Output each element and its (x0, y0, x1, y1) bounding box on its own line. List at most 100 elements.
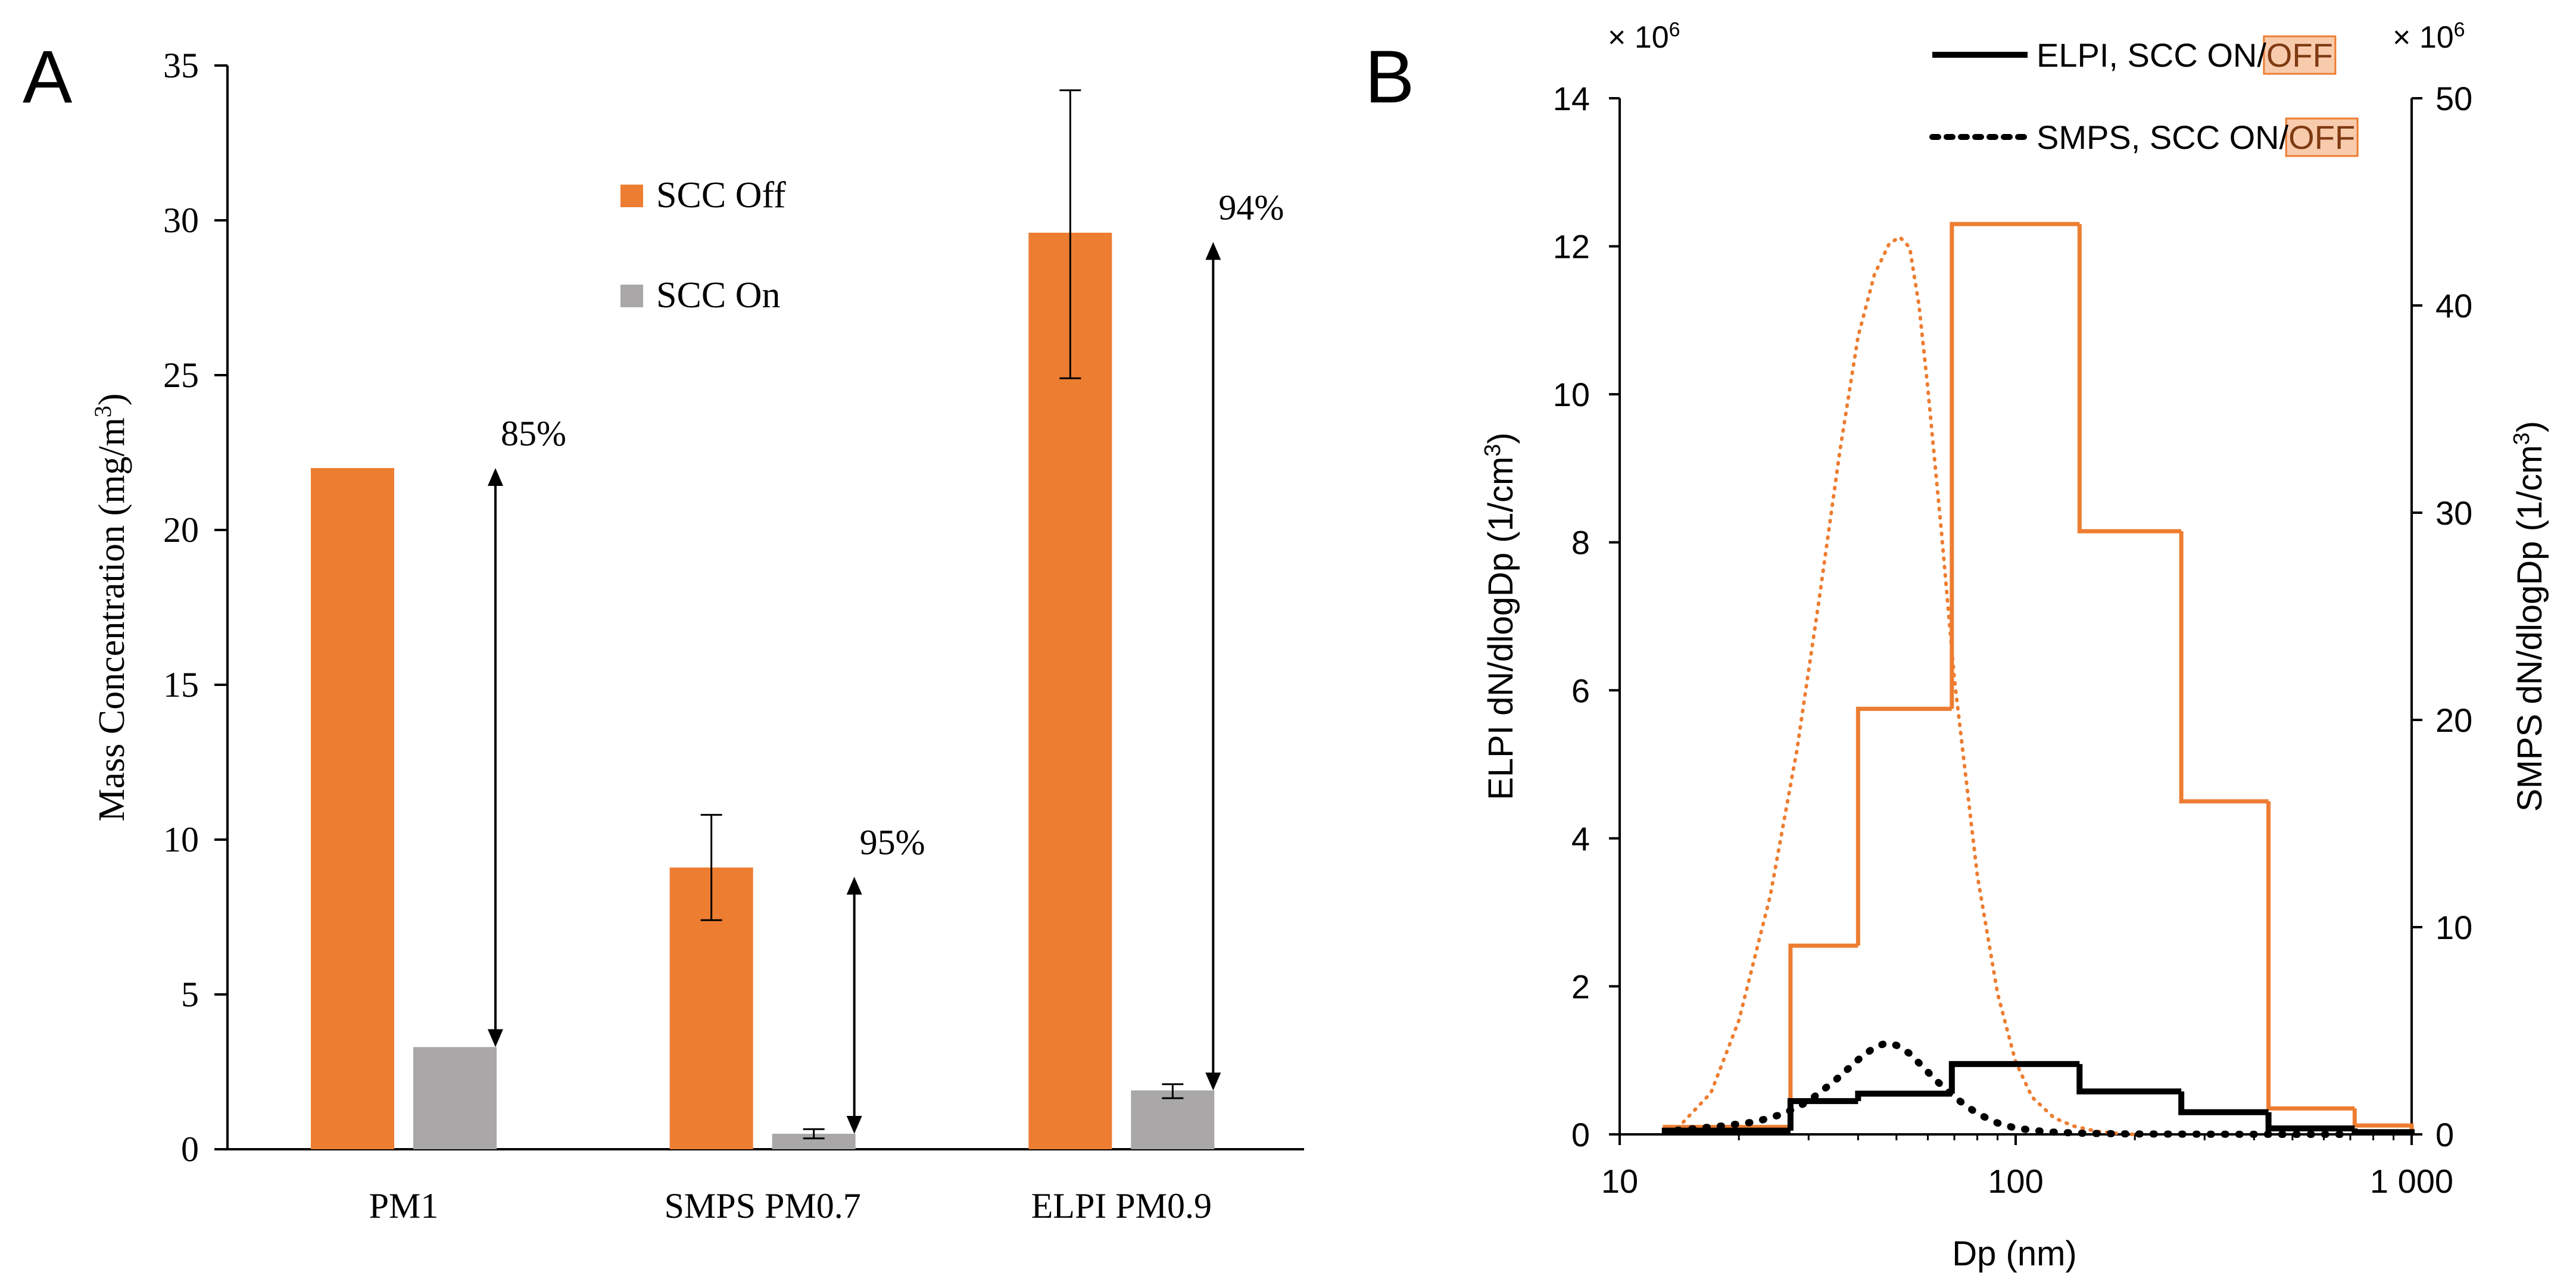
b-left-tick-label: 4 (1571, 820, 1590, 857)
b-left-tick-label: 14 (1553, 80, 1590, 117)
a-x-tick-label: PM1 (369, 1186, 439, 1225)
b-left-tick-label: 10 (1553, 376, 1590, 413)
b-left-tick-label: 12 (1553, 228, 1590, 266)
legend-smps-text: SMPS, SCC ON/ (2037, 118, 2289, 156)
right-y-label-sup: 3 (2509, 432, 2534, 445)
a-bar-scc-off (311, 468, 394, 1149)
b-step-bin (1787, 1098, 1858, 1131)
panel-b-series (1661, 222, 2415, 1138)
a-y-tick-label: 10 (163, 820, 199, 859)
b-right-tick-label: 20 (2435, 701, 2472, 739)
panel-b-x-ticks: 10 100 1 000 (1601, 1134, 2453, 1200)
b-series-smps-scc-on (1674, 1039, 2354, 1138)
a-x-tick-label: SMPS PM0.7 (665, 1186, 861, 1225)
a-arrow-head-up (488, 468, 503, 486)
b-step-bin (2077, 224, 2182, 534)
panel-a: A 0 5 10 15 20 25 30 35 85% 95% 94% PM1 SMPS PM0.7… (23, 36, 1304, 1225)
legend-swatch-scc-on (620, 285, 643, 307)
a-bar-scc-off (1028, 232, 1112, 1149)
b-x-tick-label: 1 000 (2370, 1162, 2453, 1200)
panel-a-arrows: 85% 95% 94% (488, 188, 1284, 1134)
left-y-label-text: ELPI dN/dlogDp (1/cm (1482, 457, 1520, 800)
b-step-bin (2352, 1128, 2415, 1136)
panel-b: B 0 2 4 6 8 10 12 14 0 10 20 30 40 50 10 100 1 000 × 1… (1365, 18, 2549, 1273)
b-series-elpi-scc-on (1661, 1061, 2415, 1136)
panel-b-right-y-label: SMPS dN/dlogDp (1/cm3) (2509, 421, 2549, 812)
b-step-bin (2178, 1091, 2269, 1115)
a-reduction-label: 94% (1218, 188, 1284, 227)
b-step-bin (2265, 1112, 2355, 1132)
a-y-tick-label: 0 (181, 1130, 199, 1169)
b-right-tick-label: 0 (2435, 1116, 2454, 1153)
a-arrow-head-down (1205, 1072, 1221, 1091)
right-scale-exp: 6 (2454, 18, 2465, 41)
b-left-tick-label: 0 (1571, 1116, 1590, 1153)
a-y-tick-label: 5 (181, 975, 199, 1014)
b-right-tick-label: 30 (2435, 494, 2472, 532)
panel-b-x-label: Dp (nm) (1952, 1234, 2076, 1273)
panel-a-y-label: Mass Concentration (mg/m3) (89, 393, 133, 821)
panel-a-letter: A (23, 36, 73, 118)
legend-smps-off: OFF (2288, 118, 2355, 156)
a-arrow-head-down (846, 1116, 862, 1134)
legend-label-scc-off: SCC Off (656, 175, 786, 216)
left-scale-prefix: × 10 (1608, 20, 1669, 55)
panel-a-y-ticks: 0 5 10 15 20 25 30 35 (163, 46, 227, 1169)
panel-a-bars (311, 89, 1215, 1149)
a-bar-scc-on (413, 1047, 497, 1149)
a-arrow-head-up (1205, 242, 1221, 260)
panel-b-letter: B (1365, 36, 1414, 118)
b-step-bin (2076, 1064, 2182, 1094)
b-x-tick-label: 10 (1601, 1162, 1638, 1200)
b-series-elpi-scc-off (1663, 222, 2414, 1134)
right-scale-prefix: × 10 (2393, 20, 2454, 55)
legend-label-smps: SMPS, SCC ON/OFF (2037, 118, 2355, 156)
b-step-bin (2179, 531, 2269, 804)
panel-b-right-ticks: 0 10 20 30 40 50 (2412, 80, 2472, 1153)
b-step-bin (1948, 1061, 2080, 1094)
b-x-tick-label: 100 (1988, 1162, 2043, 1200)
legend-swatch-scc-off (620, 185, 643, 207)
a-x-tick-label: ELPI PM0.9 (1031, 1186, 1212, 1225)
legend-elpi-text: ELPI, SCC ON/ (2037, 36, 2266, 74)
b-right-tick-label: 40 (2435, 287, 2472, 325)
b-step-bin (2266, 801, 2355, 1111)
panel-b-left-y-label: ELPI dN/dlogDp (1/cm3) (1480, 432, 1520, 800)
b-left-tick-label: 6 (1571, 672, 1590, 709)
panel-a-y-label-close: ) (92, 393, 132, 406)
panel-a-y-label-text: Mass Concentration (mg/m (92, 417, 132, 821)
left-y-label-sup: 3 (1480, 444, 1505, 457)
a-reduction-label: 95% (860, 822, 925, 862)
b-step-bin (1855, 706, 1952, 946)
b-step-bin (1950, 222, 2080, 709)
panel-b-legend: ELPI, SCC ON/OFF SMPS, SCC ON/OFF (1929, 35, 2359, 157)
b-series-smps-scc-off (1676, 235, 2137, 1136)
panel-a-legend: SCC Off SCC On (620, 175, 786, 316)
left-y-label-close: ) (1482, 432, 1520, 444)
legend-label-elpi: ELPI, SCC ON/OFF (2037, 36, 2333, 74)
right-y-label-close: ) (2510, 421, 2549, 432)
legend-off-highlight (2263, 35, 2337, 75)
b-step-bin (1788, 943, 1858, 1127)
b-left-tick-label: 2 (1571, 968, 1590, 1005)
b-right-tick-label: 50 (2435, 80, 2472, 117)
a-y-tick-label: 35 (163, 46, 199, 85)
legend-elpi-off: OFF (2266, 36, 2333, 74)
b-right-tick-label: 10 (2435, 909, 2472, 946)
a-arrow-head-down (488, 1029, 503, 1047)
a-y-tick-label: 20 (163, 510, 199, 550)
panel-b-right-scale: × 106 (2393, 18, 2465, 55)
panel-a-y-label-sup: 3 (89, 406, 116, 417)
b-step-bin (1661, 1127, 1791, 1134)
left-scale-exp: 6 (1669, 18, 1680, 41)
legend-label-scc-on: SCC On (656, 275, 780, 316)
a-bar-scc-on (1131, 1090, 1215, 1149)
panel-b-left-ticks: 0 2 4 6 8 10 12 14 (1553, 80, 1620, 1153)
a-y-tick-label: 30 (163, 201, 199, 240)
a-reduction-label: 85% (501, 414, 566, 453)
a-arrow-head-up (846, 877, 862, 895)
legend-off-highlight (2285, 117, 2359, 157)
b-left-tick-label: 8 (1571, 524, 1590, 562)
b-step-bin (1855, 1090, 1952, 1102)
